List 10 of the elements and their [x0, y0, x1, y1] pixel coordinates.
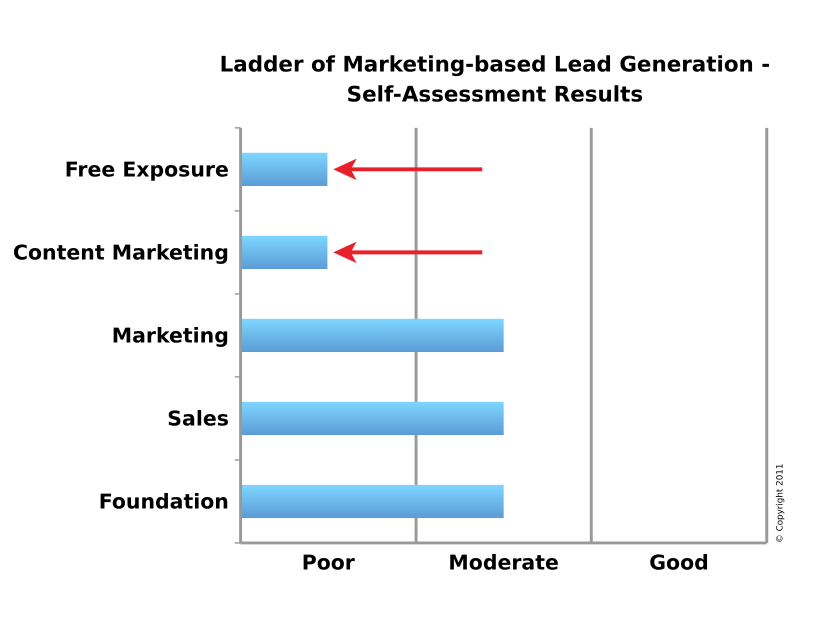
y-tick-label: Sales — [167, 406, 229, 431]
y-tick-label: Foundation — [98, 490, 229, 514]
text: Good — [649, 550, 709, 574]
chart-title: Ladder of Marketing-based Lead Generation - Self-Assessment Results — [220, 52, 770, 108]
text: Moderate — [448, 550, 559, 574]
y-tick-label: Marketing — [112, 324, 229, 348]
y-tick-label: Free Exposure — [64, 158, 229, 182]
y-tick-label: Content Marketing — [13, 240, 229, 265]
text: Poor — [302, 550, 356, 574]
text: © Copyright 2011 — [775, 464, 786, 543]
